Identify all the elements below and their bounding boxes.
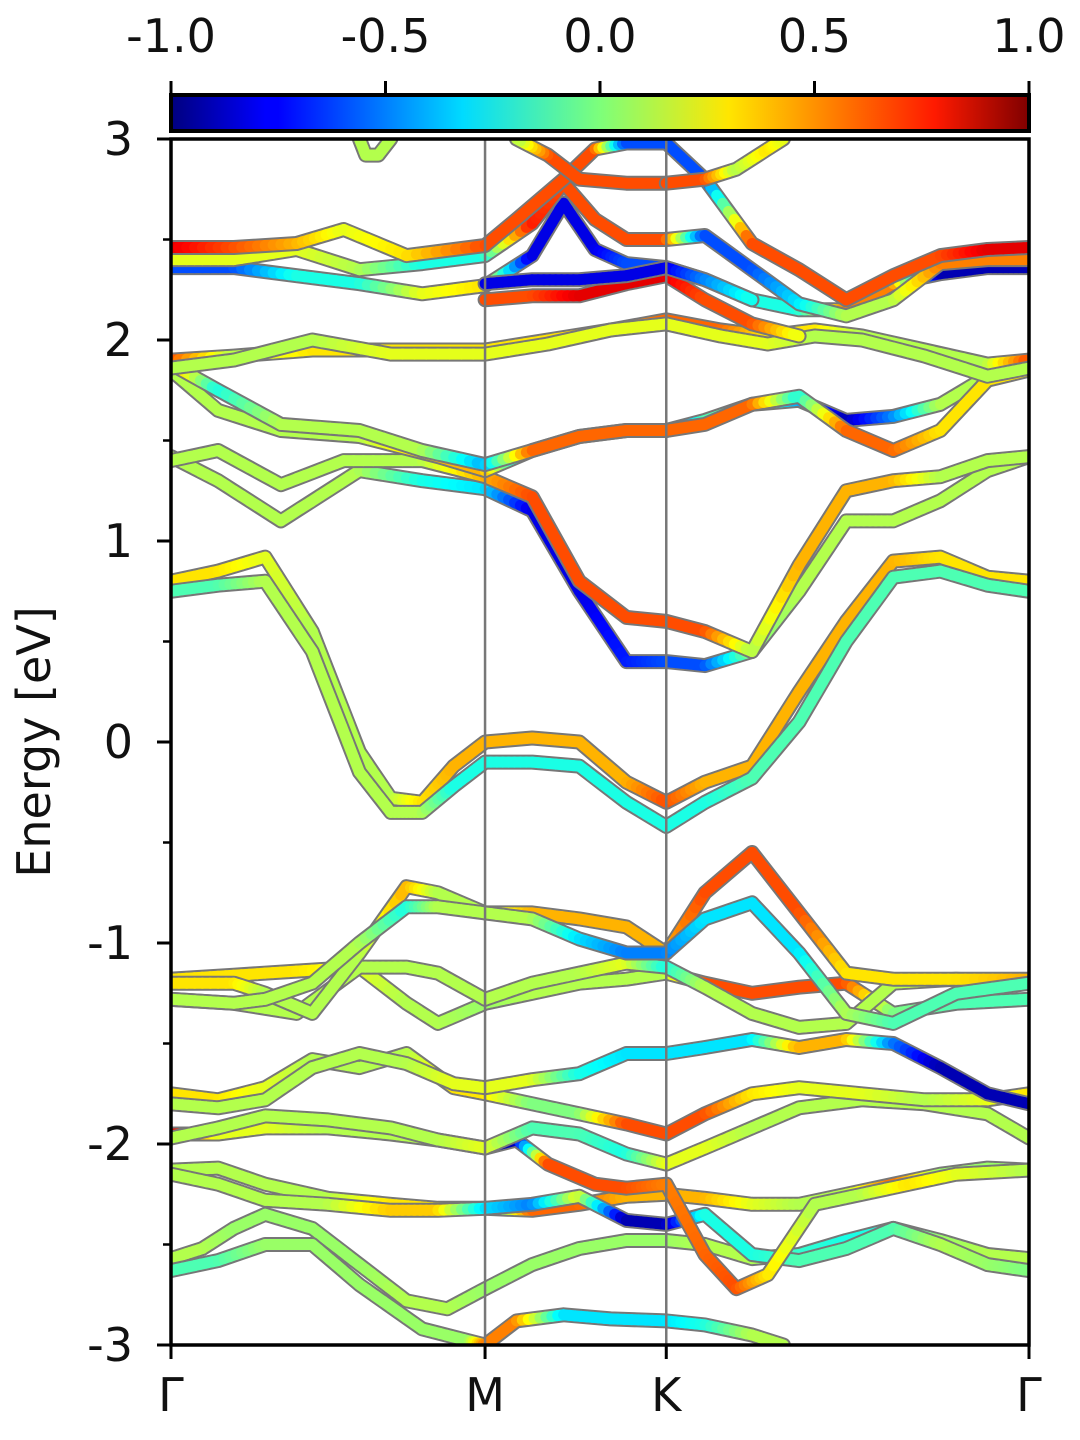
colorbar-gradient (169, 93, 1031, 133)
band-series (658, 139, 791, 191)
band-series (477, 268, 807, 344)
colorbar: -1.0 -0.5 0.0 0.5 1.0 (126, 9, 1066, 133)
band-segment (740, 291, 758, 306)
band-series (171, 316, 1029, 384)
band-segment (787, 329, 805, 342)
y-axis: -3 -2 -1 0 1 2 3 (87, 112, 171, 1372)
y-tick-label: -3 (87, 1318, 133, 1372)
colorbar-tick-label: 0.0 (563, 9, 636, 63)
y-tick-label: 2 (104, 313, 133, 367)
colorbar-tick-label: -0.5 (341, 9, 431, 63)
high-symmetry-lines (483, 139, 668, 1345)
band-series (171, 1032, 1029, 1116)
band-lines (171, 139, 1029, 1345)
band-series (171, 139, 1029, 308)
band-series (351, 139, 399, 163)
band-series (171, 443, 1029, 659)
x-tick-label: M (465, 1368, 505, 1422)
band-series (509, 139, 674, 191)
plot-border (169, 137, 1031, 1347)
band-series (171, 1166, 1029, 1279)
band-series (171, 563, 1029, 834)
x-tick-label: Γ (158, 1368, 184, 1422)
colorbar-tick-label: 1.0 (992, 9, 1065, 63)
colorbar-tick-label: 0.5 (778, 9, 851, 63)
x-tick-label: Γ (1016, 1368, 1042, 1422)
plot-frame (169, 137, 1031, 1347)
y-tick-label: -1 (87, 916, 133, 970)
band-series (171, 175, 1029, 324)
band-series (477, 260, 760, 308)
y-axis-label: Energy [eV] (7, 606, 61, 877)
y-tick-label: 3 (104, 112, 133, 166)
colorbar-tick-label: -1.0 (126, 9, 216, 63)
band-series (171, 895, 1029, 1031)
y-tick-label: 0 (104, 715, 133, 769)
x-tick-label: K (651, 1368, 683, 1422)
y-tick-label: -2 (87, 1117, 133, 1171)
y-tick-label: 1 (104, 514, 133, 568)
